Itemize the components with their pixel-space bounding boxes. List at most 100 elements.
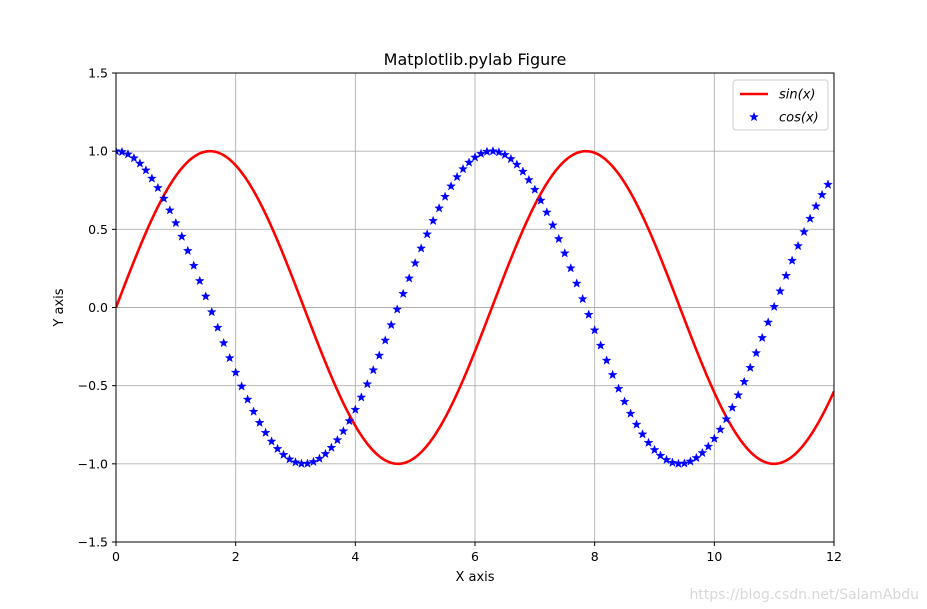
cos-point — [583, 309, 594, 319]
legend-label: sin(x) — [779, 88, 815, 103]
cos-point — [595, 340, 606, 350]
cos-point — [697, 447, 708, 458]
cos-point — [721, 413, 732, 424]
cos-point — [164, 205, 175, 215]
cos-point — [625, 408, 636, 418]
cos-point — [613, 383, 624, 393]
cos-point — [535, 195, 546, 205]
cos-point — [428, 215, 439, 226]
cos-point — [182, 245, 193, 256]
cos-point — [230, 367, 241, 377]
cos-point — [158, 193, 169, 203]
cos-point — [188, 260, 199, 270]
cos-point — [589, 325, 600, 335]
legend-box — [732, 79, 829, 131]
cos-point — [823, 179, 833, 189]
cos-point — [547, 220, 558, 230]
x-tick-label: 8 — [591, 549, 599, 564]
x-tick-label: 6 — [471, 549, 479, 564]
cos-point — [129, 152, 139, 163]
cos-point — [416, 243, 427, 253]
cos-point — [338, 425, 349, 436]
cos-point — [194, 275, 205, 286]
cos-point — [308, 456, 319, 467]
cos-point — [452, 171, 462, 182]
cos-point — [176, 231, 187, 241]
cos-point — [422, 229, 433, 239]
cos-point — [470, 152, 480, 162]
cos-point — [511, 159, 522, 169]
cos-point — [739, 376, 750, 387]
cos-point — [559, 248, 570, 258]
cos-point — [751, 347, 762, 358]
cos-point — [541, 207, 552, 217]
cos-point — [170, 217, 181, 228]
cos-point — [206, 306, 217, 317]
cos-point — [152, 182, 163, 193]
cos-point — [254, 417, 265, 427]
cos-point — [464, 157, 474, 167]
cos-point — [565, 263, 576, 273]
cos-point — [655, 450, 666, 460]
cos-point — [356, 392, 367, 402]
cos-point — [140, 165, 151, 175]
cos-point — [811, 201, 821, 211]
cos-point — [320, 448, 331, 459]
cos-point — [434, 203, 445, 213]
x-tick-label: 4 — [351, 549, 359, 564]
cos-point — [805, 213, 815, 223]
watermark: https://blog.csdn.net/SalamAbdu — [689, 587, 919, 603]
cos-point — [326, 442, 337, 452]
y-tick-label: −0.5 — [78, 378, 108, 393]
cos-point — [284, 454, 295, 464]
cos-point — [517, 166, 528, 176]
cos-point — [817, 189, 827, 200]
cos-point — [793, 240, 804, 251]
cos-point — [727, 402, 738, 412]
y-tick-label: 1.0 — [88, 144, 108, 159]
cos-point — [392, 304, 403, 314]
ticks: 0 2 4 6 8 10 12 −1.5 −1.0 −0.5 0.0 0.5 1.0 1.5 — [78, 66, 842, 565]
x-axis-label: X axis — [455, 570, 494, 585]
cos-point — [763, 317, 774, 327]
cos-point — [607, 369, 618, 380]
y-tick-label: −1.0 — [78, 456, 108, 471]
cos-point — [242, 394, 253, 404]
cos-point — [643, 437, 654, 447]
cos-point — [649, 444, 660, 455]
plot-area — [116, 145, 834, 468]
y-tick-label: 0.5 — [88, 222, 108, 237]
cos-point — [499, 149, 510, 160]
cos-point — [745, 362, 756, 372]
cos-point — [446, 181, 456, 191]
cos-point — [362, 378, 373, 389]
cos-point — [703, 441, 714, 451]
cos-point — [260, 427, 271, 437]
cos-point — [709, 433, 720, 443]
cos-point — [715, 424, 726, 434]
cos-point — [117, 146, 127, 157]
cos-point — [775, 286, 786, 296]
y-tick-label: 1.5 — [88, 66, 108, 81]
cos-point — [440, 191, 451, 201]
cos-point — [476, 148, 486, 158]
cos-point — [290, 457, 301, 467]
cos-point — [733, 390, 744, 400]
cos-point — [769, 301, 780, 312]
y-axis-label: Y axis — [52, 288, 67, 327]
y-tick-label: 0.0 — [88, 300, 108, 315]
chart-title: Matplotlib.pylab Figure — [384, 50, 567, 69]
cos-point — [350, 404, 361, 414]
cos-point — [523, 174, 534, 185]
x-tick-label: 12 — [826, 549, 842, 564]
cos-point — [302, 458, 313, 468]
cos-point — [505, 153, 516, 164]
cos-point — [398, 288, 409, 299]
cos-point — [200, 291, 211, 301]
cos-point — [386, 319, 397, 330]
cos-point — [619, 396, 630, 406]
series-line-sin — [116, 149, 834, 466]
cos-point — [224, 352, 235, 363]
cos-point — [146, 173, 157, 183]
